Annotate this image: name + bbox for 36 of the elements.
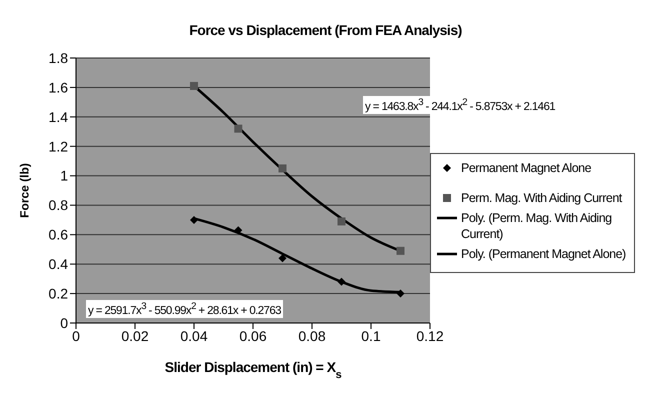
x-tick-label: 0.06 bbox=[239, 328, 267, 344]
x-tick-label: 0.08 bbox=[298, 328, 326, 344]
legend-label: Permanent Magnet Alone bbox=[461, 160, 592, 176]
legend-label: Perm. Mag. With Aiding Current bbox=[461, 190, 622, 206]
point bbox=[190, 216, 198, 224]
x-tick-label: 0.12 bbox=[416, 328, 444, 344]
y-tick-label: 0 bbox=[60, 314, 68, 331]
y-tick-label: 0.4 bbox=[48, 256, 68, 272]
point bbox=[396, 290, 404, 298]
point bbox=[396, 246, 404, 255]
x-tick-label: 0.1 bbox=[361, 328, 381, 344]
x-tick-label: 0.02 bbox=[121, 328, 149, 344]
equation-label: y = 1463.8x$^{3}$ - 244.1x$^{2}$ - 5.8753x + 2.1461 bbox=[363, 96, 558, 114]
x-axis-title: Slider Displacement (in) = X$_{s}$ bbox=[164, 359, 342, 381]
point bbox=[190, 82, 198, 90]
point bbox=[338, 217, 346, 226]
chart-title: Force vs Displacement (From FEA Analysis) bbox=[188, 21, 463, 38]
x-tick-label: 0.04 bbox=[180, 328, 208, 344]
legend-label: Poly. (Perm. Mag. With Aiding Current) bbox=[461, 210, 613, 242]
y-tick-label: 1 bbox=[60, 168, 68, 184]
y-tick-label: 1.4 bbox=[48, 108, 68, 125]
point bbox=[278, 164, 286, 172]
y-tick-label: 0.8 bbox=[48, 197, 68, 214]
point bbox=[338, 278, 346, 286]
x-tick-label: 0 bbox=[72, 328, 80, 344]
y-axis-title: Force (lb) bbox=[17, 163, 32, 218]
point bbox=[234, 124, 242, 133]
y-tick-label: 1.8 bbox=[48, 50, 68, 66]
y-tick-label: 0.6 bbox=[48, 226, 68, 243]
point bbox=[234, 226, 242, 234]
point bbox=[278, 254, 286, 262]
y-tick-label: 0.2 bbox=[48, 286, 68, 302]
y-tick-label: 1.2 bbox=[48, 138, 68, 154]
legend-label: Poly. (Permanent Magnet Alone) bbox=[461, 246, 626, 262]
y-tick-label: 1.6 bbox=[48, 79, 68, 96]
equation-label: y = 2591.7x$^{3}$ - 550.99x$^{2}$ + 28.61x + 0.2763 bbox=[86, 300, 283, 318]
